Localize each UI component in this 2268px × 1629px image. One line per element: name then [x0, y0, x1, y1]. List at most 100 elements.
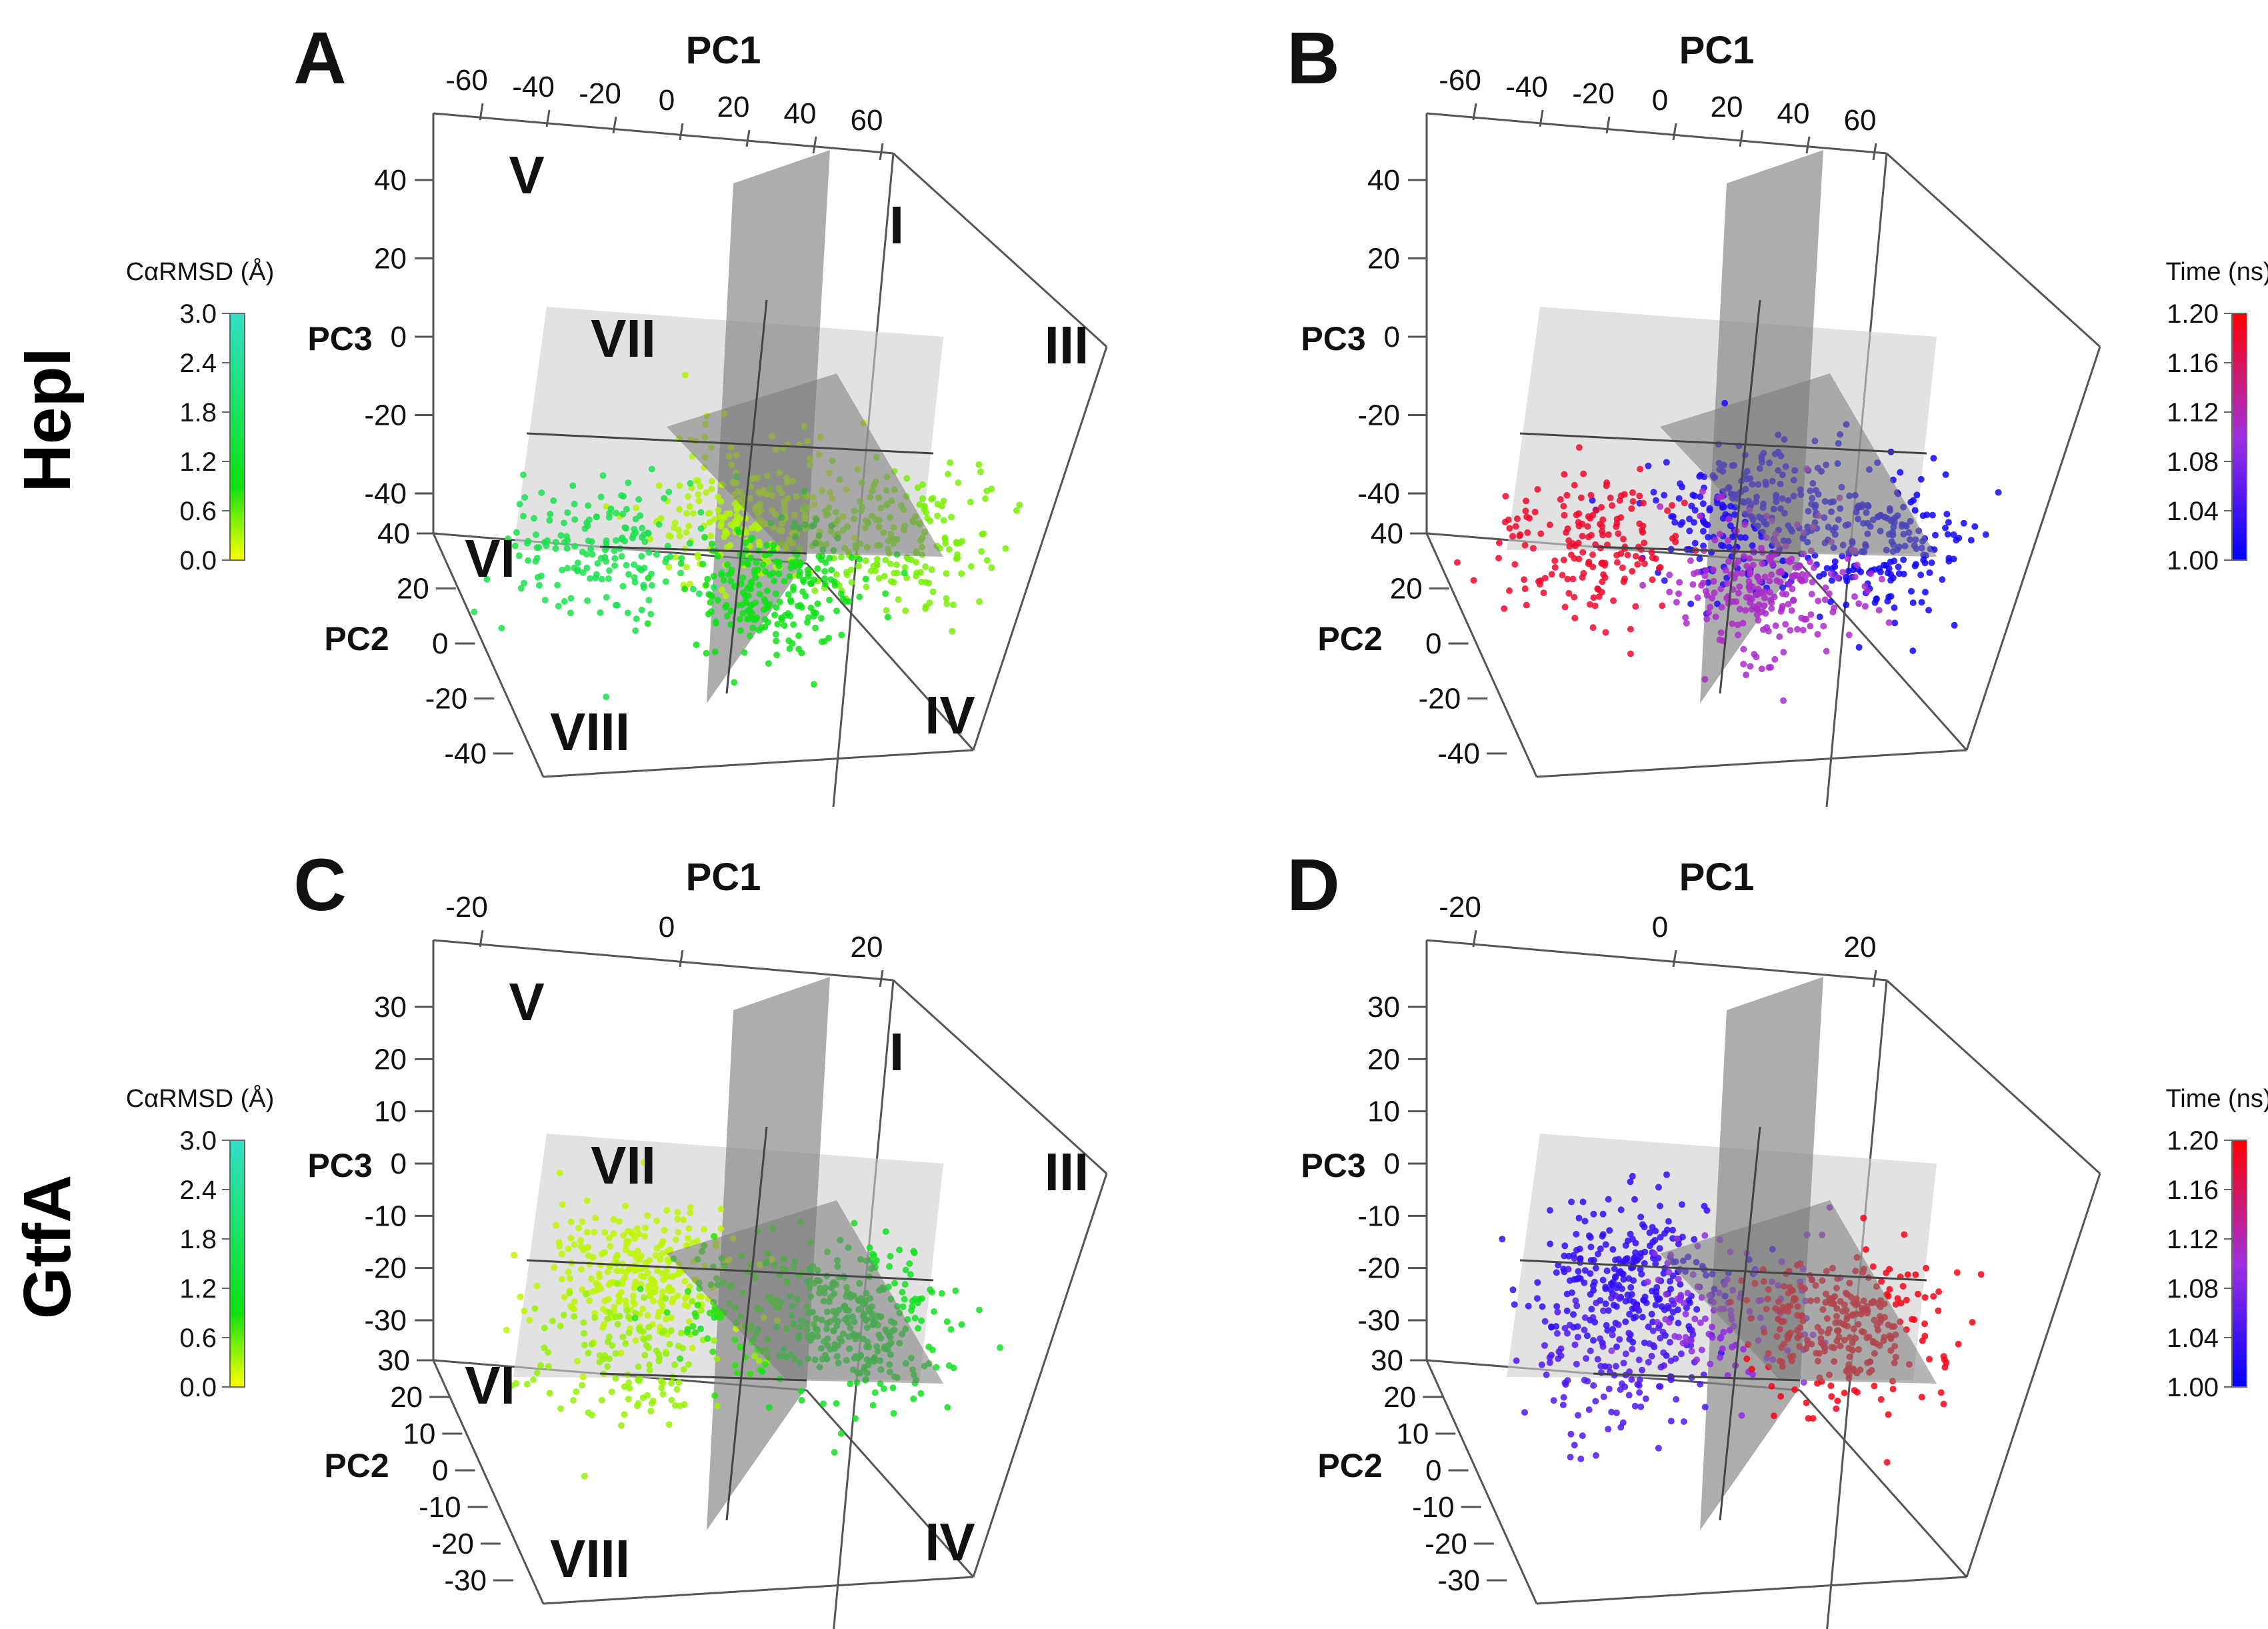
- data-point: [913, 559, 920, 566]
- data-point: [794, 602, 801, 609]
- data-point: [1627, 1284, 1635, 1291]
- data-point: [612, 1375, 619, 1382]
- data-point: [737, 627, 744, 634]
- axis-title-pc3: PC3: [307, 320, 372, 357]
- data-point: [759, 1368, 766, 1375]
- data-point: [601, 1229, 609, 1236]
- data-point: [1587, 1291, 1594, 1298]
- data-point: [1603, 1322, 1610, 1329]
- data-point: [645, 529, 652, 537]
- data-point: [1622, 1259, 1629, 1266]
- data-point: [646, 1257, 653, 1264]
- data-point: [742, 539, 749, 546]
- data-point: [1533, 1295, 1541, 1302]
- data-point: [1855, 600, 1863, 607]
- data-point: [1969, 1319, 1976, 1326]
- data-point: [1699, 500, 1707, 507]
- data-point: [762, 1361, 769, 1368]
- pc3-tick-label: 40: [374, 164, 407, 197]
- data-point: [1607, 494, 1614, 501]
- data-point: [616, 1218, 623, 1225]
- data-point: [1597, 1335, 1604, 1342]
- axis-title-pc3: PC3: [307, 1147, 372, 1184]
- colorbar: CαRMSD (Å)3.02.41.81.20.60.0: [126, 257, 275, 575]
- data-point: [1725, 537, 1732, 544]
- data-point: [1895, 570, 1903, 577]
- data-point: [623, 505, 630, 513]
- pc1-tick: [479, 930, 484, 948]
- data-point: [1625, 1275, 1633, 1282]
- box-edge: [972, 1173, 1108, 1578]
- pc1-tick: [879, 970, 884, 988]
- data-point: [1908, 587, 1915, 595]
- pc1-tick-label: 60: [851, 104, 883, 137]
- data-point: [605, 1333, 613, 1340]
- data-point: [1885, 1411, 1892, 1418]
- data-point: [697, 509, 705, 516]
- data-point: [1653, 1292, 1660, 1300]
- data-point: [1747, 587, 1754, 593]
- data-point: [1642, 1395, 1649, 1402]
- data-point: [1766, 577, 1773, 585]
- data-point: [1766, 589, 1773, 596]
- data-point: [631, 579, 639, 585]
- data-point: [746, 606, 753, 613]
- data-point: [1735, 557, 1742, 565]
- data-point: [598, 1396, 605, 1404]
- data-point: [1675, 1334, 1683, 1341]
- data-point: [1590, 1382, 1597, 1389]
- data-point: [1675, 495, 1683, 502]
- data-point: [661, 1226, 668, 1234]
- data-point: [1761, 573, 1769, 581]
- pc1-tick-label: -20: [445, 891, 488, 924]
- data-point: [1687, 1337, 1695, 1344]
- data-point: [625, 1379, 633, 1386]
- data-point: [1639, 1366, 1646, 1374]
- data-point: [1648, 1310, 1655, 1318]
- data-point: [616, 1313, 623, 1320]
- pc2-tick-label: 40: [1371, 517, 1403, 550]
- data-point: [1598, 503, 1605, 511]
- data-point: [512, 1380, 519, 1387]
- data-point: [1555, 1262, 1562, 1269]
- data-point: [833, 607, 840, 615]
- data-point: [1921, 589, 1929, 595]
- data-point: [821, 567, 829, 575]
- data-point: [1803, 1399, 1810, 1406]
- data-point: [1777, 1393, 1785, 1400]
- data-point: [611, 555, 619, 562]
- data-point: [817, 615, 825, 622]
- data-point: [1632, 1249, 1639, 1256]
- data-point: [1660, 1270, 1667, 1277]
- data-point: [856, 593, 863, 601]
- data-point: [1560, 503, 1567, 510]
- data-point: [821, 637, 828, 645]
- data-point: [653, 551, 660, 558]
- data-point: [978, 548, 985, 555]
- data-point: [1667, 1357, 1675, 1364]
- data-point: [1581, 1218, 1589, 1225]
- data-point: [948, 513, 955, 521]
- region-label-viii: VIII: [550, 702, 630, 761]
- data-point: [1593, 507, 1600, 514]
- data-point: [786, 573, 793, 580]
- data-point: [617, 545, 623, 552]
- data-point: [773, 637, 780, 645]
- data-point: [503, 1326, 510, 1334]
- data-point: [1917, 571, 1925, 579]
- data-point: [1741, 521, 1749, 528]
- data-point: [1617, 514, 1625, 521]
- data-point: [1675, 590, 1682, 597]
- data-point: [582, 1290, 589, 1298]
- data-point: [641, 1336, 647, 1343]
- data-point: [560, 519, 567, 527]
- data-point: [583, 1244, 591, 1252]
- pc3-tick-label: 0: [391, 1148, 407, 1180]
- panel-d: D PC1-20020PC33020100-10-20-30PC23020100-…: [1287, 844, 2268, 1629]
- data-point: [1600, 1393, 1607, 1400]
- data-point: [1748, 1366, 1755, 1373]
- data-point: [541, 1344, 548, 1352]
- data-point: [1595, 593, 1603, 600]
- data-point: [1564, 575, 1571, 583]
- data-point: [524, 539, 531, 547]
